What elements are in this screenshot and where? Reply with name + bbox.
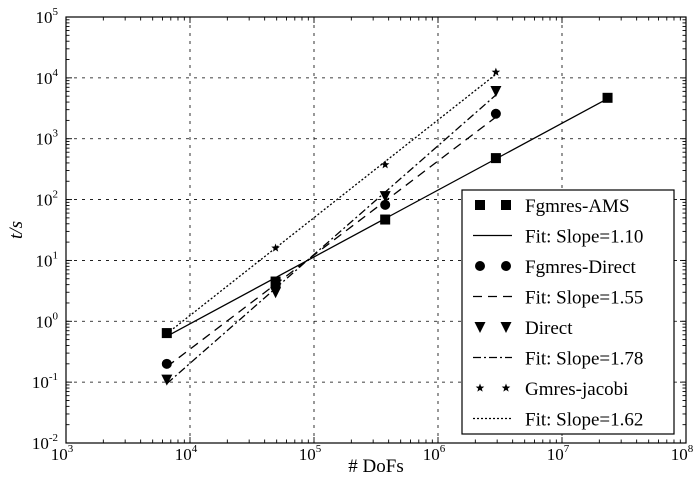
- legend-label: Fit: Slope=1.62: [525, 410, 643, 431]
- tick-base: 10: [32, 434, 49, 453]
- x-tick-label: 103: [51, 443, 74, 464]
- x-tick-label: 106: [423, 443, 446, 464]
- star-marker: [271, 243, 280, 252]
- square-marker: [501, 200, 511, 210]
- tick-exponent: 4: [53, 67, 59, 79]
- square-marker: [602, 92, 613, 103]
- legend-label: Fit: Slope=1.78: [525, 349, 643, 370]
- legend-label: Gmres-jacobi: [525, 379, 628, 400]
- legend-label: Direct: [525, 318, 573, 339]
- x-tick-label: 107: [547, 443, 570, 464]
- star-marker: [491, 67, 501, 76]
- legend-label: Fit: Slope=1.10: [525, 227, 643, 248]
- tick-exponent: -2: [49, 432, 58, 444]
- tick-base: 10: [32, 373, 49, 392]
- y-tick-label: 105: [36, 6, 59, 27]
- circle-marker: [161, 358, 172, 369]
- fit-line: [166, 116, 497, 368]
- tick-exponent: 6: [440, 443, 446, 455]
- tick-exponent: 3: [68, 443, 74, 455]
- star-marker: [162, 328, 172, 337]
- x-tick-label: 104: [175, 443, 198, 464]
- triangle-marker: [379, 191, 391, 203]
- triangle-marker: [500, 322, 512, 333]
- tick-exponent: 0: [53, 310, 59, 322]
- y-axis-label: t/s: [6, 221, 27, 239]
- tick-base: 10: [36, 8, 53, 27]
- fit-line: [166, 73, 497, 335]
- tick-base: 10: [36, 312, 53, 331]
- triangle-marker: [474, 322, 486, 333]
- axis-ticks: [65, 17, 686, 444]
- square-marker: [380, 214, 391, 225]
- legend-label: Fgmres-AMS: [525, 196, 630, 217]
- circle-marker: [380, 199, 391, 210]
- tick-exponent: 5: [53, 6, 59, 18]
- x-tick-label: 105: [299, 443, 322, 464]
- x-axis-label: # DoFs: [348, 456, 403, 477]
- star-marker: [475, 383, 485, 392]
- tick-base: 10: [671, 445, 688, 464]
- tick-exponent: 3: [53, 128, 59, 140]
- plot-frame: [65, 16, 687, 444]
- tick-base: 10: [175, 445, 192, 464]
- square-marker: [490, 153, 501, 164]
- star-marker: [501, 383, 511, 392]
- y-tick-label: 10-1: [32, 371, 58, 392]
- legend: Fgmres-AMS Fit: Slope=1.10 Fgmres-Direct Fi…: [461, 189, 675, 435]
- tick-exponent: 8: [688, 443, 694, 455]
- tick-base: 10: [36, 251, 53, 270]
- tick-exponent: -1: [49, 371, 58, 383]
- tick-base: 10: [36, 191, 53, 210]
- x-tick-labels: 103 104 105 106 107 108: [51, 443, 694, 464]
- legend-box: [461, 189, 675, 435]
- circle-marker: [490, 108, 501, 119]
- tick-exponent: 7: [564, 443, 570, 455]
- legend-label: Fgmres-Direct: [525, 257, 637, 278]
- y-tick-label: 102: [36, 189, 59, 210]
- y-tick-label: 103: [36, 128, 59, 149]
- legend-label: Fit: Slope=1.55: [525, 288, 643, 309]
- tick-exponent: 1: [53, 249, 59, 261]
- circle-marker: [501, 261, 511, 271]
- y-tick-label: 104: [36, 67, 59, 88]
- tick-base: 10: [36, 69, 53, 88]
- square-marker: [475, 200, 485, 210]
- tick-exponent: 2: [53, 189, 59, 201]
- tick-base: 10: [547, 445, 564, 464]
- tick-base: 10: [51, 445, 68, 464]
- star-marker: [380, 160, 390, 169]
- triangle-marker: [270, 287, 282, 299]
- tick-exponent: 4: [192, 443, 198, 455]
- fit-line: [166, 94, 497, 385]
- data-markers: [161, 67, 613, 386]
- tick-base: 10: [299, 445, 316, 464]
- square-marker: [270, 276, 281, 287]
- y-tick-label: 100: [36, 310, 59, 331]
- triangle-marker: [161, 374, 173, 386]
- triangle-marker: [490, 86, 502, 98]
- tick-base: 10: [423, 445, 440, 464]
- y-tick-label: 10-2: [32, 432, 58, 453]
- x-tick-label: 108: [671, 443, 694, 464]
- tick-exponent: 5: [316, 443, 322, 455]
- tick-base: 10: [36, 130, 53, 149]
- circle-marker: [475, 261, 485, 271]
- y-tick-label: 101: [36, 249, 59, 270]
